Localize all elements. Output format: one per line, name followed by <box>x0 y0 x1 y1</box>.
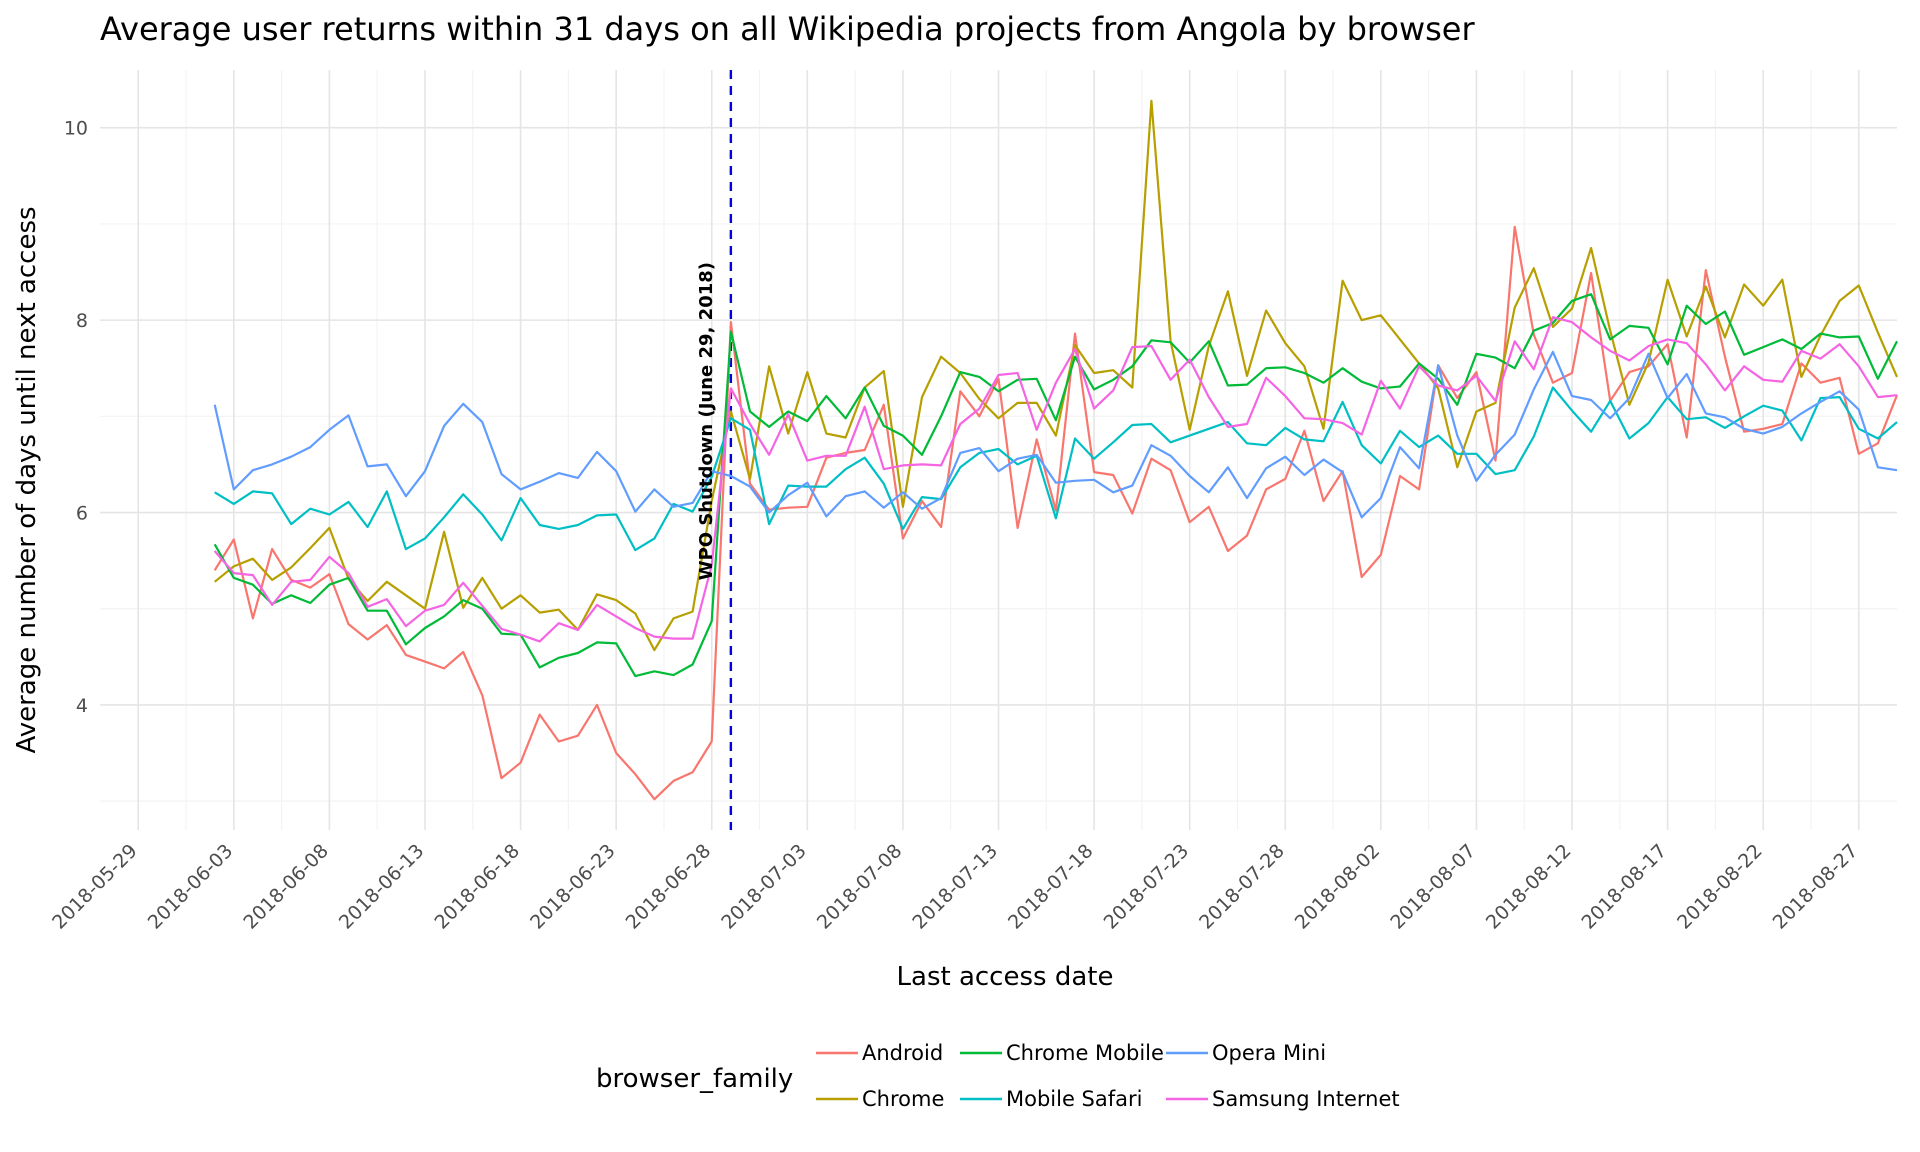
series-line-samsung-internet <box>213 316 1898 643</box>
x-tick-label: 2018-08-17 <box>1577 840 1671 934</box>
x-tick-label: 2018-08-22 <box>1673 840 1767 934</box>
y-tick-label: 4 <box>76 695 88 717</box>
x-tick-label: 2018-06-28 <box>622 840 716 934</box>
y-axis-title: Average number of days until next access <box>12 206 42 753</box>
series-lines <box>213 99 1899 801</box>
x-tick-label: 2018-06-13 <box>335 840 429 934</box>
legend-label-samsung-internet: Samsung Internet <box>1212 1087 1400 1111</box>
grid-lines <box>100 70 1897 830</box>
x-tick-label: 2018-05-29 <box>48 840 142 934</box>
x-axis-title: Last access date <box>897 962 1114 992</box>
y-tick-label: 6 <box>76 503 88 525</box>
x-tick-label: 2018-08-02 <box>1291 840 1385 934</box>
y-axis-ticks: 4 6 8 10 <box>64 118 88 717</box>
x-tick-label: 2018-06-03 <box>144 840 238 934</box>
x-tick-label: 2018-06-18 <box>430 840 524 934</box>
legend-title: browser_family <box>596 1064 793 1094</box>
x-axis-ticks: 2018-05-29 2018-06-03 2018-06-08 2018-06-13… <box>48 840 1862 934</box>
legend-label-mobile-safari: Mobile Safari <box>1006 1087 1143 1111</box>
x-tick-label: 2018-08-12 <box>1482 840 1576 934</box>
chart-title: Average user returns within 31 days on a… <box>100 10 1475 48</box>
legend-label-chrome: Chrome <box>862 1087 944 1111</box>
y-tick-label: 8 <box>76 310 88 332</box>
legend-label-chrome-mobile: Chrome Mobile <box>1006 1041 1164 1065</box>
wpo-shutdown-label: WPO Shutdown (June 29, 2018) <box>696 262 717 580</box>
series-line-chrome <box>214 99 1899 652</box>
legend-label-opera-mini: Opera Mini <box>1212 1041 1326 1065</box>
x-tick-label: 2018-07-18 <box>1004 840 1098 934</box>
annotation-label-group: WPO Shutdown (June 29, 2018) <box>696 262 717 580</box>
legend: Android Chrome Chrome Mobile Mobile Safari O… <box>816 1041 1400 1111</box>
y-tick-label: 10 <box>64 118 88 140</box>
legend-label-android: Android <box>862 1041 943 1065</box>
x-tick-label: 2018-06-08 <box>239 840 333 934</box>
x-tick-label: 2018-06-23 <box>526 840 620 934</box>
series-line-mobile-safari <box>214 386 1898 552</box>
x-tick-label: 2018-07-28 <box>1195 840 1289 934</box>
x-tick-label: 2018-07-13 <box>908 840 1002 934</box>
x-tick-label: 2018-08-07 <box>1386 840 1480 934</box>
series-line-chrome-mobile <box>213 293 1898 678</box>
x-tick-label: 2018-08-27 <box>1769 840 1863 934</box>
series-line-android <box>213 225 1899 801</box>
x-tick-label: 2018-07-23 <box>1100 840 1194 934</box>
x-tick-label: 2018-07-03 <box>717 840 811 934</box>
x-tick-label: 2018-07-08 <box>813 840 907 934</box>
series-line-opera-mini <box>213 350 1898 519</box>
